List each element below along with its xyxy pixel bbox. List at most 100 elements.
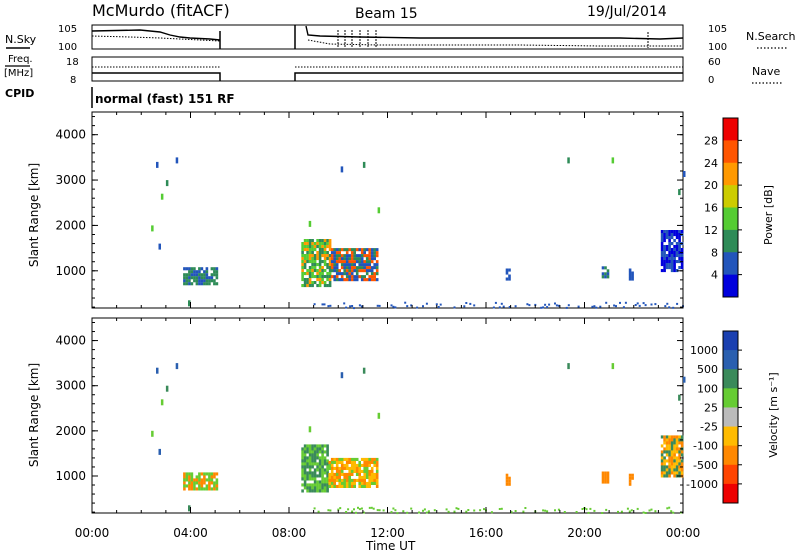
data-cell	[335, 478, 339, 482]
sparse-data-cell	[308, 426, 312, 433]
data-cell	[358, 260, 361, 264]
data-cell	[680, 263, 684, 267]
data-cell	[326, 263, 329, 267]
data-cell	[668, 257, 671, 261]
cpid-label: CPID	[5, 87, 34, 100]
data-cell	[660, 435, 664, 439]
nsky-trace-a	[91, 29, 221, 41]
data-cell	[365, 484, 369, 488]
data-cell	[213, 475, 216, 479]
data-cell	[335, 254, 339, 258]
data-cell	[370, 478, 374, 482]
data-cell	[375, 460, 379, 464]
data-cell	[373, 475, 376, 479]
ground-scatter-cell	[469, 302, 472, 305]
data-cell	[350, 269, 354, 273]
y-tick-label: 2000	[55, 218, 86, 232]
ground-scatter-cell	[353, 307, 355, 310]
data-cell	[311, 447, 314, 451]
data-cell	[338, 466, 341, 470]
data-cell	[631, 271, 634, 275]
data-cell	[308, 486, 312, 490]
data-cell	[365, 472, 369, 476]
data-cell	[673, 459, 676, 463]
data-cell	[340, 254, 344, 258]
data-cell	[323, 254, 327, 258]
data-cell	[631, 476, 634, 480]
data-cell	[663, 471, 666, 475]
data-cell	[345, 466, 349, 470]
data-cell	[358, 275, 361, 279]
data-cell	[183, 282, 186, 286]
data-cell	[313, 456, 317, 460]
data-cell	[323, 444, 327, 448]
data-cell	[328, 463, 331, 467]
data-cell	[663, 257, 666, 261]
data-cell	[350, 260, 354, 264]
ground-scatter-cell	[636, 507, 639, 510]
freq-tick-bottom: 8	[70, 75, 76, 86]
ground-scatter-cell	[668, 506, 671, 509]
data-cell	[360, 484, 364, 488]
data-cell	[316, 453, 319, 457]
ground-scatter-cell	[410, 304, 413, 307]
data-cell	[335, 269, 339, 273]
data-cell	[210, 478, 214, 482]
data-cell	[308, 471, 312, 475]
ground-scatter-cell	[422, 509, 424, 512]
data-cell	[306, 450, 309, 454]
data-cell	[340, 248, 344, 252]
data-cell	[373, 481, 376, 485]
data-cell	[203, 472, 206, 476]
data-cell	[673, 245, 676, 249]
data-cell	[665, 450, 669, 454]
data-cell	[673, 462, 676, 466]
data-cell	[308, 474, 312, 478]
data-cell	[316, 254, 319, 258]
data-cell	[215, 267, 219, 271]
data-cell	[185, 276, 189, 280]
data-cell	[348, 263, 351, 267]
data-cell	[631, 274, 634, 278]
power-yticks: 1000 2000 3000 4000	[55, 112, 684, 308]
data-cell	[333, 481, 336, 485]
data-cell	[301, 269, 304, 273]
data-cell	[321, 266, 324, 270]
data-cell	[210, 472, 214, 476]
data-cell	[345, 463, 349, 467]
data-cell	[313, 489, 317, 493]
data-cell	[368, 484, 371, 488]
data-cell	[680, 471, 684, 475]
data-cell	[190, 270, 194, 274]
data-cell	[665, 263, 669, 267]
ground-scatter-cell	[416, 306, 419, 309]
data-cell	[363, 248, 366, 252]
ground-scatter-cell	[445, 508, 448, 511]
ground-scatter-cell	[615, 305, 617, 308]
data-cell	[368, 269, 371, 273]
data-cell	[313, 459, 317, 463]
sparse-data-cell	[188, 300, 191, 307]
data-cell	[340, 266, 344, 270]
ground-scatter-cell	[402, 510, 405, 513]
data-cell	[301, 459, 304, 463]
data-cell	[355, 254, 359, 258]
data-cell	[205, 484, 209, 488]
data-cell	[678, 468, 681, 472]
data-cell	[370, 275, 374, 279]
ground-scatter-cell	[502, 305, 505, 308]
data-cell	[370, 481, 374, 485]
sparse-data-cell	[362, 367, 366, 374]
data-cell	[303, 266, 307, 270]
data-cell	[606, 275, 610, 279]
data-cell	[328, 260, 332, 264]
data-cell	[195, 481, 199, 485]
data-cell	[606, 474, 610, 478]
data-cell	[333, 263, 336, 267]
ground-scatter-cell	[526, 303, 529, 306]
data-cell	[333, 466, 336, 470]
data-cell	[348, 481, 351, 485]
data-cell	[306, 251, 309, 255]
data-cell	[323, 483, 327, 487]
data-cell	[303, 486, 307, 490]
